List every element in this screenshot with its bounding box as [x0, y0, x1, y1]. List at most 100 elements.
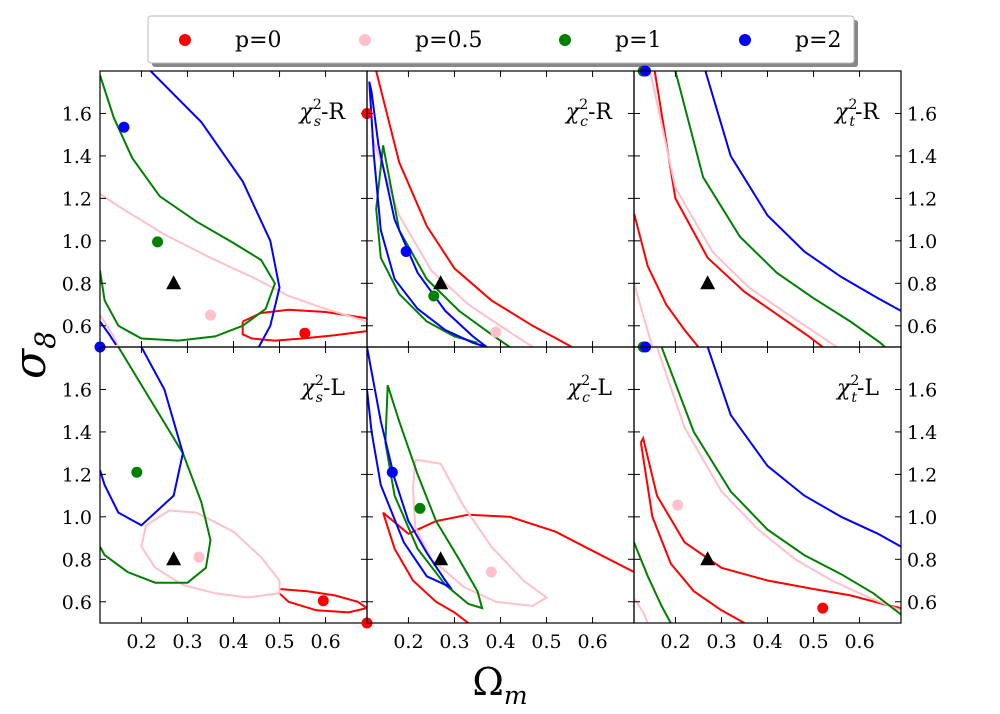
contour-line [100, 74, 277, 342]
panel-label: χ2 t-R [833, 97, 880, 130]
contour-line [149, 71, 281, 347]
panel: χ2 c-L 0.2 0.3 0.4 0.5 0.6 [361, 346, 635, 653]
legend-label: p=2 [795, 28, 842, 53]
data-point [193, 551, 205, 563]
label-suffix: -L [323, 376, 345, 401]
label-sup: 2 [848, 97, 857, 113]
contour-line [100, 347, 184, 527]
label-chi: χ [298, 100, 315, 125]
legend-marker [179, 34, 191, 46]
panel-label: χ2 c-R [564, 97, 614, 130]
y-tick-label: 1.2 [62, 188, 92, 210]
legend-entry: p=0.5 [359, 28, 483, 53]
label-suffix: -L [590, 376, 612, 401]
legend-label: p=0.5 [415, 28, 483, 53]
contour-line [649, 71, 838, 347]
x-tick-label: 0.2 [393, 631, 423, 653]
label-sup: 2 [313, 97, 322, 113]
contour-line [100, 347, 212, 584]
contour-line [140, 509, 281, 599]
label-suffix: -L [857, 376, 879, 401]
data-point [299, 327, 311, 339]
label-sub: c [582, 390, 590, 406]
contour-line [656, 347, 901, 612]
axis-titles: Ωm σ8 [5, 331, 528, 710]
x-tick-label: 0.2 [126, 631, 156, 653]
y-tick-label: 1.4 [62, 422, 92, 444]
x-tick-label: 0.6 [310, 631, 340, 653]
contour-line [241, 308, 367, 342]
contour-line [639, 442, 745, 623]
contour-line [382, 512, 469, 623]
label-sub: s [316, 390, 323, 406]
x-axis-title: Ωm [472, 660, 527, 710]
y-tick-label: 1.4 [907, 146, 937, 168]
contour-line [640, 435, 901, 610]
panel-label: χ2 s-L [300, 373, 346, 406]
contour-line [100, 193, 367, 323]
legend-box [147, 15, 855, 64]
y-tick-label: 0.8 [62, 273, 92, 295]
y-tick-label: 1.0 [907, 507, 937, 529]
contour-line [100, 314, 120, 347]
y-tick-label: 1.4 [907, 422, 937, 444]
label-chi: χ [566, 376, 583, 401]
y-tick-label: 1.0 [907, 231, 937, 253]
contour-line [278, 588, 367, 614]
x-tick-label: 0.5 [531, 631, 561, 653]
data-point [118, 121, 130, 133]
data-point [414, 502, 426, 514]
contour-line [370, 134, 534, 347]
label-suffix: -R [855, 100, 880, 125]
panel: χ2 t-R 0.6 0.8 1.0 1.2 1.4 1.6 [633, 65, 937, 348]
panel: χ2 s-R 0.6 0.8 1.0 1.2 1.4 1.6 [62, 70, 368, 348]
true-value-triangle [433, 551, 449, 566]
x-tick-label: 0.6 [844, 631, 874, 653]
x-axis-symbol: Ω [472, 660, 504, 704]
y-tick-label: 1.0 [62, 231, 92, 253]
y-tick-label: 1.6 [907, 379, 937, 401]
panel-label: χ2 s-R [298, 97, 347, 130]
y-tick-label: 1.6 [907, 103, 937, 125]
label-sub: t [849, 114, 855, 130]
true-value-triangle [166, 275, 182, 290]
panel-grid: χ2 s-R0.60.81.01.21.41.6 χ2 c-R χ2 t-R0.60.81… [62, 65, 937, 653]
contour-line [634, 283, 654, 347]
data-point [204, 309, 216, 321]
y-tick-label: 0.8 [62, 549, 92, 571]
panel: χ2 s-L 0.2 0.3 0.4 0.5 0.6 0.6 0.8 1.0 1.2 1.4 1.6 [62, 341, 368, 653]
legend-marker [559, 34, 571, 46]
label-chi: χ [835, 376, 852, 401]
data-point [672, 499, 684, 511]
data-point [428, 290, 440, 302]
contour-group [100, 347, 367, 614]
y-tick-label: 1.6 [62, 379, 92, 401]
data-point [317, 595, 329, 607]
contour-group [634, 347, 901, 623]
x-tick-label: 0.5 [798, 631, 828, 653]
contour-line [100, 320, 117, 346]
y-tick-label: 1.2 [62, 464, 92, 486]
legend-entry: p=1 [559, 28, 662, 53]
contour-line [411, 458, 549, 608]
y-axis-subscript: 8 [29, 331, 62, 349]
legend-marker [359, 34, 371, 46]
contour-line [375, 71, 573, 347]
label-sup: 2 [581, 373, 590, 389]
contour-group [634, 71, 901, 347]
x-tick-label: 0.4 [218, 631, 248, 653]
data-point [490, 326, 502, 338]
y-tick-label: 1.2 [907, 464, 937, 486]
y-tick-label: 1.6 [62, 103, 92, 125]
data-point [400, 245, 412, 257]
label-sub: t [851, 390, 857, 406]
data-point [817, 602, 829, 614]
contour-line [660, 347, 901, 616]
x-tick-label: 0.5 [264, 631, 294, 653]
x-tick-label: 0.4 [752, 631, 782, 653]
x-tick-label: 0.6 [577, 631, 607, 653]
legend-entry: p=2 [739, 28, 842, 53]
contour-line [674, 71, 886, 347]
y-tick-label: 0.8 [907, 549, 937, 571]
x-tick-label: 0.3 [706, 631, 736, 653]
